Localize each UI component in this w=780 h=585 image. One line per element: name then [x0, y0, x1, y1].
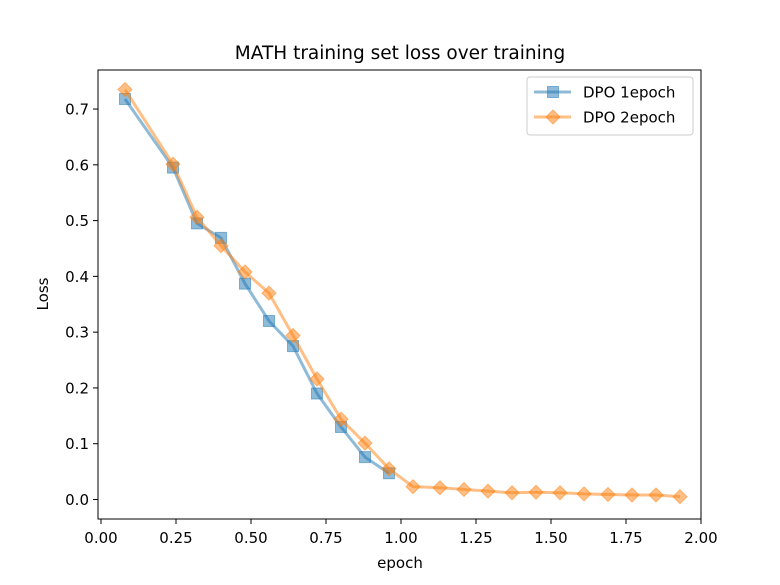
data-point-dpo-2epoch: [261, 285, 277, 301]
data-point-dpo-1epoch: [311, 387, 323, 400]
data-point-dpo-2epoch: [357, 435, 373, 451]
data-point-dpo-2epoch: [117, 81, 133, 98]
data-point-dpo-1epoch: [263, 314, 275, 327]
x-tick-label: 0.75: [309, 529, 342, 547]
data-point-dpo-2epoch: [432, 480, 448, 496]
data-point-dpo-2epoch: [528, 484, 544, 500]
y-tick-label: 0.1: [65, 435, 89, 453]
data-point-dpo-2epoch: [576, 486, 592, 502]
data-point-dpo-2epoch: [672, 488, 688, 505]
y-axis-label: Loss: [34, 277, 52, 310]
data-point-dpo-2epoch: [456, 481, 472, 498]
y-tick-label: 0.5: [65, 212, 89, 230]
x-axis-ticks: 0.00 0.25 0.50 0.75 1.00 1.25 1.50 1.75 2.00: [84, 519, 718, 547]
legend-label-dpo-2epoch: DPO 2epoch: [583, 109, 675, 127]
x-tick-label: 0.25: [159, 529, 192, 547]
data-point-dpo-2epoch: [624, 487, 640, 503]
y-tick-label: 0.3: [65, 324, 89, 342]
data-point-dpo-1epoch: [359, 451, 371, 464]
data-point-dpo-2epoch: [213, 237, 229, 254]
legend-marker-diamond-icon: [545, 109, 561, 125]
series-layer: [117, 81, 688, 505]
x-tick-label: 1.00: [384, 529, 417, 547]
data-point-dpo-2epoch: [189, 209, 205, 225]
x-tick-label: 0.50: [234, 529, 267, 547]
legend-marker-square-icon: [547, 86, 559, 98]
x-tick-label: 1.25: [459, 529, 492, 547]
data-point-dpo-2epoch: [381, 461, 397, 477]
x-tick-label: 2.00: [684, 529, 717, 547]
data-point-dpo-2epoch: [285, 327, 301, 344]
x-axis-label: epoch: [377, 554, 423, 572]
legend-label-dpo-1epoch: DPO 1epoch: [583, 84, 675, 102]
x-tick-label: 0.00: [84, 529, 117, 547]
x-tick-label: 1.75: [609, 529, 642, 547]
chart-title: MATH training set loss over training: [235, 43, 565, 64]
data-point-dpo-2epoch: [405, 478, 421, 495]
data-point-dpo-2epoch: [237, 264, 253, 280]
y-axis-ticks: 0.0 0.1 0.2 0.3 0.4 0.5 0.6 0.7: [65, 101, 98, 509]
data-point-dpo-2epoch: [648, 487, 664, 503]
legend-entry-dpo-1epoch: DPO 1epoch: [534, 84, 675, 102]
data-point-dpo-2epoch: [165, 156, 181, 172]
y-tick-label: 0.6: [65, 156, 89, 174]
data-point-dpo-2epoch: [600, 486, 616, 503]
data-point-dpo-1epoch: [239, 277, 251, 290]
axes-frame: [97, 69, 702, 520]
data-point-dpo-2epoch: [309, 371, 325, 387]
y-tick-label: 0.7: [65, 101, 89, 119]
series-line-dpo-1epoch: [123, 98, 390, 475]
y-tick-label: 0.4: [65, 268, 89, 286]
y-tick-label: 0.2: [65, 379, 89, 397]
y-tick-label: 0.0: [65, 491, 89, 509]
series-line-dpo-2epoch: [123, 88, 681, 499]
data-point-dpo-2epoch: [333, 411, 349, 427]
data-point-dpo-2epoch: [552, 485, 568, 501]
data-point-dpo-2epoch: [480, 483, 496, 499]
legend: DPO 1epoch DPO 2epoch: [526, 76, 694, 136]
plot-area: [97, 69, 702, 520]
legend-entry-dpo-2epoch: DPO 2epoch: [534, 109, 675, 127]
data-point-dpo-2epoch: [504, 485, 520, 501]
x-tick-label: 1.50: [534, 529, 567, 547]
